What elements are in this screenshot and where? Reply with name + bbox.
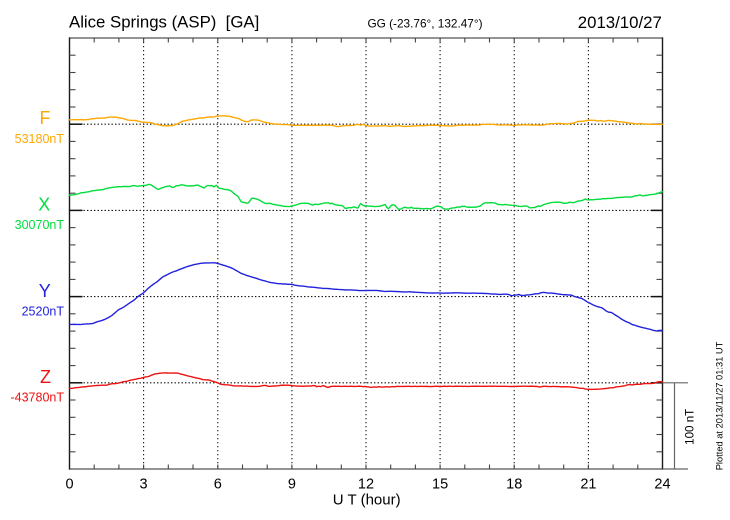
svg-text:6: 6 bbox=[214, 476, 222, 492]
svg-text:Y: Y bbox=[39, 281, 51, 301]
svg-text:0: 0 bbox=[65, 476, 73, 492]
svg-text:30070nT: 30070nT bbox=[15, 218, 65, 232]
svg-text:X: X bbox=[38, 195, 50, 215]
svg-text:GG (-23.76°, 132.47°): GG (-23.76°, 132.47°) bbox=[368, 17, 483, 31]
svg-text:Alice Springs (ASP) [GA]: Alice Springs (ASP) [GA] bbox=[69, 13, 259, 32]
svg-text:2520nT: 2520nT bbox=[22, 304, 65, 318]
svg-text:U T (hour): U T (hour) bbox=[333, 492, 401, 509]
svg-text:12: 12 bbox=[358, 476, 374, 492]
svg-text:53180nT: 53180nT bbox=[15, 132, 65, 146]
svg-text:3: 3 bbox=[140, 476, 148, 492]
svg-text:100 nT: 100 nT bbox=[684, 409, 697, 445]
svg-text:2013/10/27: 2013/10/27 bbox=[578, 13, 662, 32]
svg-text:24: 24 bbox=[654, 476, 670, 492]
svg-text:-43780nT: -43780nT bbox=[10, 391, 64, 405]
svg-text:Z: Z bbox=[40, 367, 51, 387]
svg-text:18: 18 bbox=[506, 476, 522, 492]
svg-text:15: 15 bbox=[432, 476, 448, 492]
svg-text:Plotted at 2013/11/27 01:31 UT: Plotted at 2013/11/27 01:31 UT bbox=[715, 341, 725, 470]
svg-text:9: 9 bbox=[288, 476, 296, 492]
svg-text:F: F bbox=[40, 108, 51, 128]
svg-text:21: 21 bbox=[580, 476, 596, 492]
